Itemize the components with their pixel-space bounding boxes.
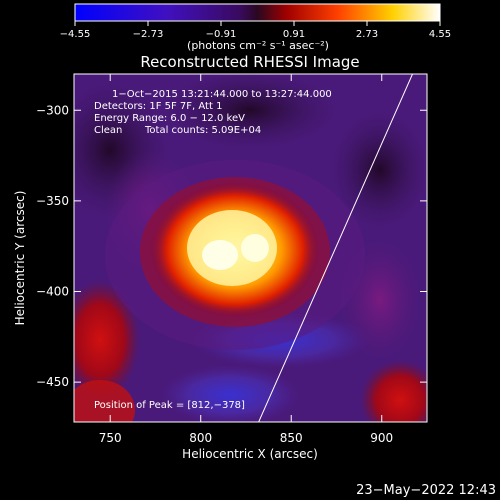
x-tick-label: 750 xyxy=(99,431,122,445)
colorbar xyxy=(74,3,441,22)
x-axis: 750 800 850 900 xyxy=(99,74,393,445)
x-axis-label: Heliocentric X (arcsec) xyxy=(182,447,318,461)
colorbar-tick-label: −4.55 xyxy=(60,29,91,40)
y-tick-label: −300 xyxy=(36,103,69,117)
annotation-detectors: Detectors: 1F 5F 7F, Att 1 xyxy=(94,101,222,112)
colorbar-units: (photons cm⁻² s⁻¹ asec⁻²) xyxy=(187,39,329,52)
y-tick-label: −450 xyxy=(36,375,69,389)
colorbar-tick-label: 4.55 xyxy=(429,29,451,40)
footer-date: 23−May−2022 12:43 xyxy=(356,483,496,498)
y-axis: −300 −350 −400 −450 xyxy=(36,103,427,389)
x-tick-label: 800 xyxy=(189,431,212,445)
colorbar-ticks: −4.55 −2.73 −0.91 0.91 2.73 4.55 xyxy=(60,21,451,40)
x-tick-label: 850 xyxy=(280,431,303,445)
colorbar-tick-label: 2.73 xyxy=(356,29,378,40)
colorbar-tick-label: −0.91 xyxy=(206,29,237,40)
annotation-energy-range: Energy Range: 6.0 − 12.0 keV xyxy=(94,113,245,124)
y-tick-label: −400 xyxy=(36,285,69,299)
y-tick-label: −350 xyxy=(36,194,69,208)
chart-title: Reconstructed RHESSI Image xyxy=(140,53,359,71)
annotation-time-range: 1−Oct−2015 13:21:44.000 to 13:27:44.000 xyxy=(112,89,332,100)
limb-line xyxy=(258,74,413,422)
colorbar-tick-label: 0.91 xyxy=(283,29,305,40)
x-tick-label: 900 xyxy=(370,431,393,445)
plot-frame xyxy=(73,73,428,423)
annotation-peak-position: Position of Peak = [812,−378] xyxy=(94,400,245,411)
annotation-clean: Clean xyxy=(94,125,122,136)
y-axis-label: Heliocentric Y (arcsec) xyxy=(13,191,27,326)
annotation-total-counts: Total counts: 5.09E+04 xyxy=(144,125,261,136)
colorbar-tick-label: −2.73 xyxy=(133,29,164,40)
